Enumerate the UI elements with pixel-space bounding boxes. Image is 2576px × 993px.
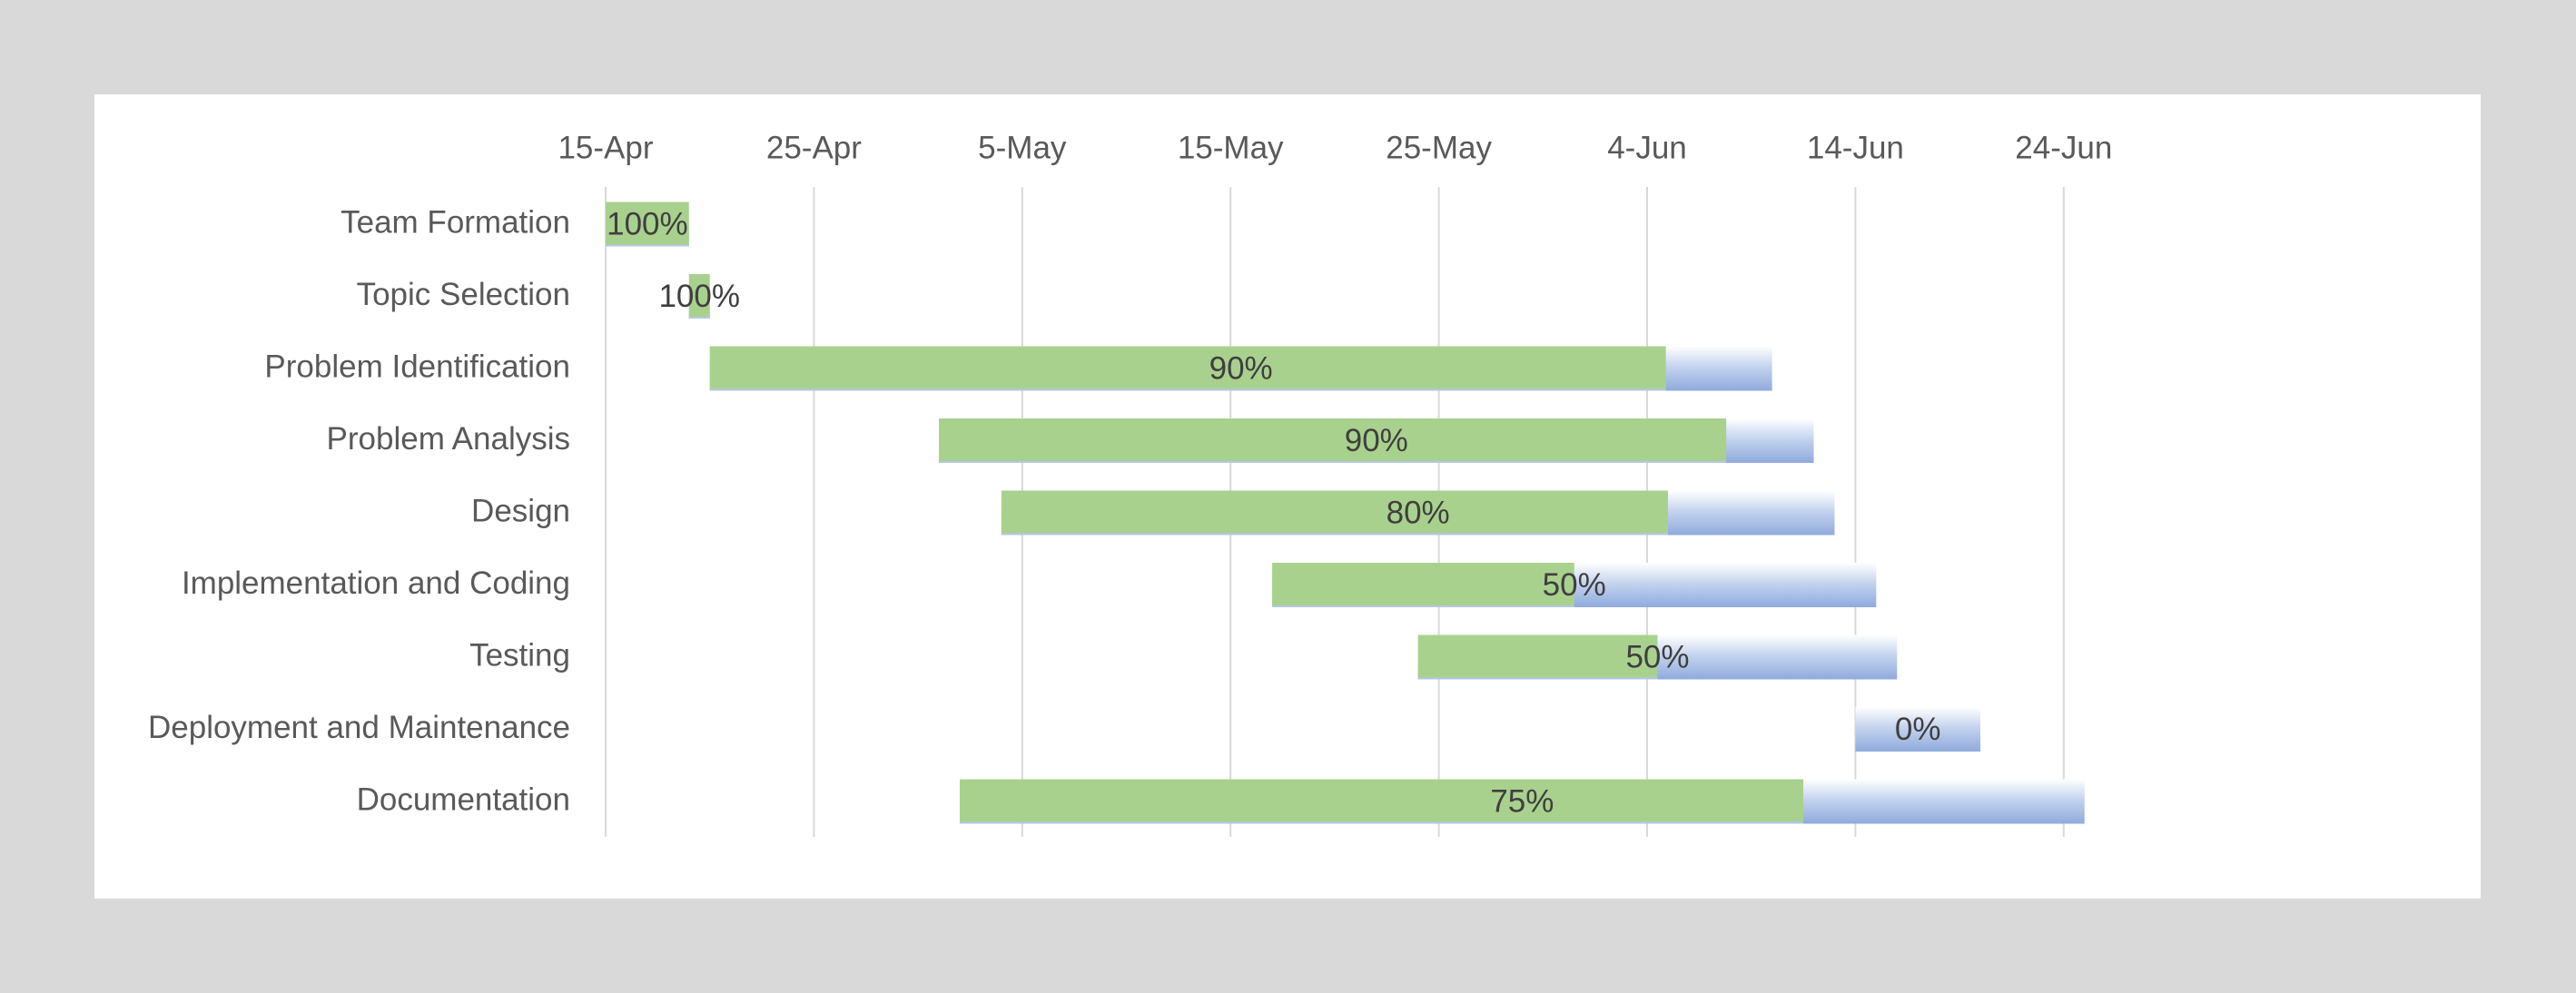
task-row: 75%	[959, 779, 2085, 824]
task-name-label: Problem Identification	[264, 349, 570, 384]
task-row: 90%	[709, 346, 1772, 391]
progress-label: 90%	[1345, 423, 1408, 458]
x-tick-label: 24-Jun	[2015, 130, 2112, 165]
task-bars: 100% 100% 90% 90% 80% 50% 50% 0% 75%	[606, 202, 2085, 824]
progress-label: 50%	[1625, 639, 1689, 674]
completed-bar	[1417, 634, 1658, 680]
task-name-label: Documentation	[357, 782, 570, 817]
task-name-label: Testing	[469, 637, 570, 673]
x-tick-label: 4-Jun	[1607, 130, 1687, 165]
task-row: 50%	[1272, 563, 1877, 607]
progress-label: 0%	[1895, 712, 1941, 747]
progress-label: 80%	[1387, 495, 1450, 530]
task-name-label: Implementation and Coding	[182, 565, 570, 601]
completed-bar	[1001, 490, 1668, 536]
completed-bar	[1272, 563, 1574, 607]
task-labels: Team Formation Topic Selection Problem Ide…	[148, 204, 570, 817]
x-tick-label: 25-Apr	[766, 130, 862, 165]
x-tick-label: 14-Jun	[1807, 130, 1904, 165]
task-row: 100%	[606, 202, 689, 247]
task-row: 80%	[1001, 490, 1835, 536]
x-axis-ticks: 15-Apr 25-Apr 5-May 15-May 25-May 4-Jun 14-Jun…	[558, 130, 2112, 165]
completed-bar	[688, 274, 710, 319]
chart-panel: 15-Apr 25-Apr 5-May 15-May 25-May 4-Jun 14-Jun…	[94, 94, 2481, 899]
completed-bar	[709, 346, 1666, 391]
remaining-bar	[1855, 707, 1981, 752]
task-row: 0%	[1855, 707, 1981, 752]
task-name-label: Deployment and Maintenance	[148, 710, 570, 745]
gantt-chart: 15-Apr 25-Apr 5-May 15-May 25-May 4-Jun 14-Jun…	[148, 130, 2112, 837]
progress-label: 50%	[1543, 567, 1606, 603]
task-name-label: Design	[471, 493, 570, 528]
task-row: 100%	[658, 274, 740, 319]
progress-label: 90%	[1209, 350, 1273, 386]
task-name-label: Team Formation	[341, 204, 570, 240]
task-row: 90%	[939, 418, 1814, 463]
completed-bar	[959, 779, 1804, 824]
completed-bar	[606, 202, 689, 247]
task-name-label: Topic Selection	[357, 277, 570, 312]
progress-label: 75%	[1490, 783, 1554, 819]
x-tick-label: 15-Apr	[558, 130, 653, 165]
progress-label: 100%	[607, 206, 688, 241]
x-tick-label: 5-May	[978, 130, 1067, 165]
task-row: 50%	[1417, 634, 1898, 680]
x-tick-label: 15-May	[1178, 130, 1284, 165]
completed-bar	[939, 418, 1727, 463]
x-tick-label: 25-May	[1386, 130, 1492, 165]
progress-label: 100%	[658, 279, 740, 314]
task-name-label: Problem Analysis	[327, 421, 570, 457]
